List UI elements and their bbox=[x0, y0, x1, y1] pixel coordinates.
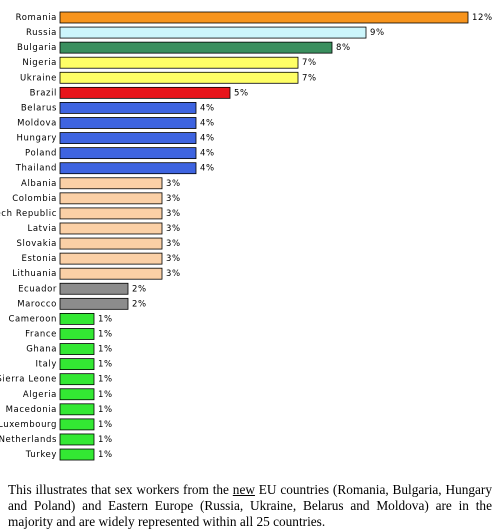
value-label: 1% bbox=[98, 314, 113, 324]
bar bbox=[59, 162, 197, 175]
value-label: 4% bbox=[200, 118, 215, 128]
bar bbox=[59, 418, 95, 431]
value-label: 1% bbox=[98, 375, 113, 385]
value-label: 3% bbox=[166, 224, 181, 234]
bar bbox=[59, 86, 231, 99]
category-label: Brazil bbox=[30, 88, 57, 98]
category-label: Albania bbox=[21, 179, 57, 189]
value-label: 9% bbox=[370, 28, 385, 38]
bar bbox=[59, 267, 163, 280]
value-label: 1% bbox=[98, 360, 113, 370]
bar bbox=[59, 222, 163, 235]
category-label: Ukraine bbox=[20, 73, 57, 83]
value-label: 4% bbox=[200, 134, 215, 144]
bar bbox=[59, 403, 95, 416]
caption: This illustrates that sex workers from t… bbox=[8, 482, 492, 530]
value-label: 3% bbox=[166, 254, 181, 264]
bar bbox=[59, 343, 95, 355]
category-label: Belarus bbox=[21, 103, 57, 113]
bar bbox=[59, 11, 469, 24]
value-label: 1% bbox=[98, 405, 113, 415]
value-label: 1% bbox=[98, 345, 113, 355]
caption-text: EU countries (Romania, Bulgaria, Hungary… bbox=[8, 482, 492, 529]
bar bbox=[59, 207, 163, 220]
category-label: Bulgaria bbox=[17, 43, 57, 53]
value-label: 2% bbox=[132, 299, 147, 309]
value-label: 4% bbox=[200, 164, 215, 174]
bar bbox=[59, 41, 333, 54]
bar bbox=[59, 358, 95, 371]
caption-underlined: new bbox=[232, 482, 255, 497]
bar bbox=[59, 237, 163, 250]
value-label: 1% bbox=[98, 390, 113, 400]
category-label: Algeria bbox=[23, 390, 57, 400]
bar bbox=[59, 282, 129, 295]
category-label: Thailand bbox=[15, 164, 57, 174]
category-label: Cameroon bbox=[8, 314, 57, 324]
value-label: 3% bbox=[166, 269, 181, 279]
category-label: Macedonia bbox=[6, 405, 57, 415]
bar bbox=[59, 448, 95, 461]
value-label: 3% bbox=[166, 209, 181, 219]
category-label: Ecuador bbox=[18, 284, 57, 294]
category-label: Italy bbox=[36, 360, 57, 370]
chart: Romania 12% Russia 9% Bulgaria 8% Nigeria 7% Ukr… bbox=[0, 11, 493, 461]
value-label: 8% bbox=[336, 43, 351, 53]
bar bbox=[59, 312, 95, 325]
bar bbox=[59, 132, 197, 144]
bar bbox=[59, 26, 367, 39]
value-label: 1% bbox=[98, 450, 113, 460]
bar bbox=[59, 177, 163, 190]
value-label: 7% bbox=[302, 58, 317, 68]
category-label: Sierra Leone bbox=[0, 375, 57, 385]
bar bbox=[59, 297, 129, 310]
category-label: Russia bbox=[26, 28, 57, 38]
bar bbox=[59, 56, 299, 69]
value-label: 4% bbox=[200, 103, 215, 113]
bar bbox=[59, 102, 197, 114]
category-label: Colombia bbox=[12, 194, 57, 204]
category-label: Turkey bbox=[25, 450, 57, 460]
category-label: Moldova bbox=[17, 118, 57, 128]
bar bbox=[59, 192, 163, 205]
value-label: 12% bbox=[472, 13, 493, 23]
category-label: Nigeria bbox=[22, 58, 57, 68]
category-label: Slovakia bbox=[17, 239, 58, 249]
value-label: 3% bbox=[166, 239, 181, 249]
category-label: Latvia bbox=[28, 224, 57, 234]
bar bbox=[59, 147, 197, 160]
value-label: 1% bbox=[98, 329, 113, 339]
bar bbox=[59, 373, 95, 386]
bar bbox=[59, 328, 95, 340]
category-label: Estonia bbox=[22, 254, 58, 264]
caption-text: This illustrates that sex workers from t… bbox=[8, 482, 233, 497]
bar bbox=[59, 433, 95, 446]
bar bbox=[59, 71, 299, 84]
category-label: ech Republic bbox=[0, 209, 57, 219]
bar bbox=[59, 252, 163, 265]
category-label: Hungary bbox=[17, 134, 58, 144]
category-label: Luxembourg bbox=[0, 420, 57, 430]
category-label: Netherlands bbox=[0, 435, 57, 445]
value-label: 5% bbox=[234, 88, 249, 98]
value-label: 1% bbox=[98, 420, 113, 430]
bar bbox=[59, 388, 95, 401]
category-label: Marocco bbox=[17, 299, 57, 309]
category-label: France bbox=[25, 329, 57, 339]
category-label: Poland bbox=[25, 149, 57, 159]
bar bbox=[59, 117, 197, 129]
category-label: Lithuania bbox=[12, 269, 57, 279]
value-label: 7% bbox=[302, 73, 317, 83]
category-label: Romania bbox=[16, 13, 57, 23]
value-label: 1% bbox=[98, 435, 113, 445]
value-label: 4% bbox=[200, 149, 215, 159]
category-label: Ghana bbox=[26, 345, 57, 355]
value-label: 3% bbox=[166, 179, 181, 189]
value-label: 2% bbox=[132, 284, 147, 294]
value-label: 3% bbox=[166, 194, 181, 204]
